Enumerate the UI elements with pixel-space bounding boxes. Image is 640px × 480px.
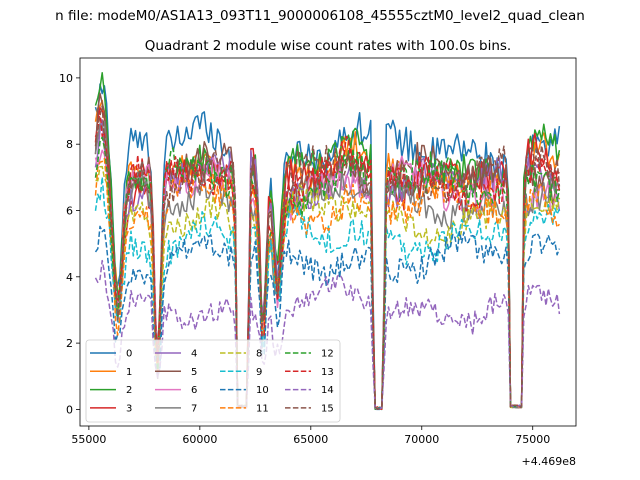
x-tick-label: 75000 <box>515 433 550 446</box>
x-tick-label: 65000 <box>293 433 328 446</box>
legend-label: 13 <box>321 367 334 378</box>
legend-label: 10 <box>256 385 269 396</box>
series-line-9 <box>94 176 561 411</box>
legend-label: 7 <box>191 403 197 414</box>
legend-label: 1 <box>126 367 132 378</box>
chart-title: Quadrant 2 module wise count rates with … <box>145 38 511 54</box>
y-tick-label: 10 <box>59 72 73 85</box>
legend-label: 3 <box>126 403 132 414</box>
x-tick-label: 60000 <box>182 433 217 446</box>
legend-label: 14 <box>321 385 334 396</box>
series-line-13 <box>94 110 561 410</box>
legend-label: 5 <box>191 367 197 378</box>
plot-area <box>94 72 561 411</box>
y-axis: 0 2 4 6 8 10 <box>59 72 80 416</box>
x-offset-label: +4.469e8 <box>522 455 576 468</box>
x-axis: 55000 60000 65000 70000 75000 <box>71 426 550 446</box>
legend-label: 0 <box>126 349 132 360</box>
y-tick-label: 0 <box>66 403 73 416</box>
y-tick-label: 2 <box>66 337 73 350</box>
chart-suptitle: n file: modeM0/AS1A13_093T11_9000006108_… <box>55 8 585 24</box>
legend-label: 11 <box>256 403 269 414</box>
legend-label: 12 <box>321 349 334 360</box>
series-line-11 <box>94 157 560 411</box>
series-line-8 <box>95 165 561 410</box>
x-tick-label: 55000 <box>71 433 106 446</box>
plot-frame <box>79 57 577 427</box>
x-tick-label: 70000 <box>404 433 439 446</box>
y-tick-label: 8 <box>66 138 73 151</box>
series-line-7 <box>94 120 561 409</box>
legend-label: 4 <box>191 349 197 360</box>
legend-label: 8 <box>256 349 262 360</box>
legend-label: 2 <box>126 385 132 396</box>
legend-label: 15 <box>321 403 334 414</box>
series-line-15 <box>94 105 561 410</box>
legend-label: 9 <box>256 367 262 378</box>
y-tick-label: 4 <box>66 271 73 284</box>
legend-box <box>85 339 341 423</box>
series-line-14 <box>94 259 561 410</box>
series-line-12 <box>94 136 561 410</box>
legend-label: 6 <box>191 385 197 396</box>
y-tick-label: 6 <box>66 205 73 218</box>
